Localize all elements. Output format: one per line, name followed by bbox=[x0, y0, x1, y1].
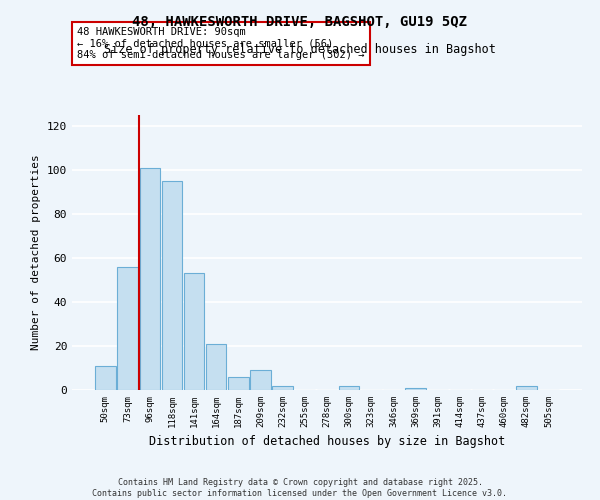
Bar bbox=[406, 388, 426, 390]
Bar bbox=[140, 168, 160, 390]
Bar bbox=[272, 386, 293, 390]
Text: Contains HM Land Registry data © Crown copyright and database right 2025.
Contai: Contains HM Land Registry data © Crown c… bbox=[92, 478, 508, 498]
Text: Size of property relative to detached houses in Bagshot: Size of property relative to detached ho… bbox=[104, 42, 496, 56]
Text: 48 HAWKESWORTH DRIVE: 90sqm
← 16% of detached houses are smaller (56)
84% of sem: 48 HAWKESWORTH DRIVE: 90sqm ← 16% of det… bbox=[77, 27, 365, 60]
Bar bbox=[339, 386, 359, 390]
Text: 48, HAWKESWORTH DRIVE, BAGSHOT, GU19 5QZ: 48, HAWKESWORTH DRIVE, BAGSHOT, GU19 5QZ bbox=[133, 15, 467, 29]
Bar bbox=[95, 366, 116, 390]
Bar bbox=[184, 274, 204, 390]
Bar bbox=[516, 386, 536, 390]
Bar bbox=[161, 181, 182, 390]
X-axis label: Distribution of detached houses by size in Bagshot: Distribution of detached houses by size … bbox=[149, 436, 505, 448]
Bar bbox=[228, 377, 248, 390]
Bar bbox=[118, 267, 138, 390]
Bar bbox=[250, 370, 271, 390]
Y-axis label: Number of detached properties: Number of detached properties bbox=[31, 154, 41, 350]
Bar bbox=[206, 344, 226, 390]
